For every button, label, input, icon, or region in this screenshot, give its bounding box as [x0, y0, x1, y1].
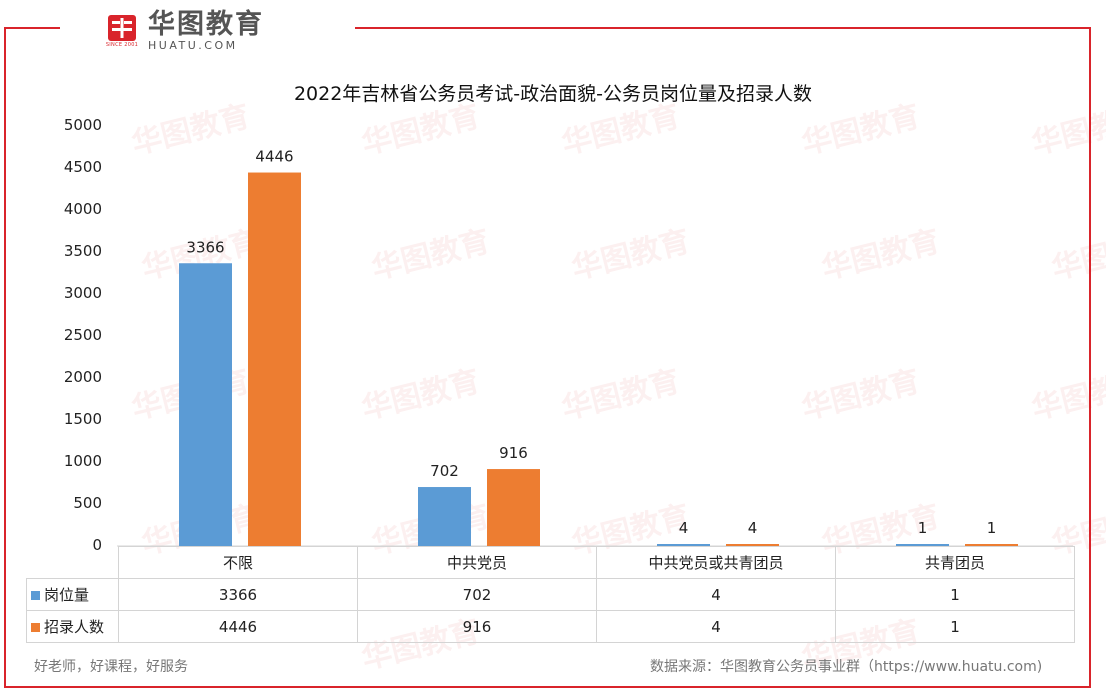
huatu-logo: SINCE 2001 华图教育 HUATU.COM — [100, 7, 272, 55]
huatu-logo-icon: SINCE 2001 — [104, 12, 140, 50]
series-row: 招录人数 4446 916 4 1 — [26, 610, 1075, 643]
table-cell: 4446 — [118, 610, 358, 643]
y-tick-label: 1000 — [63, 452, 102, 470]
data-label: 3366 — [186, 238, 224, 256]
category-label: 共青团员 — [835, 546, 1075, 579]
logo-domain: HUATU.COM — [148, 39, 238, 52]
y-tick-label: 0 — [92, 536, 102, 554]
series-name: 招录人数 — [44, 618, 105, 636]
chart-title: 2022年吉林省公务员考试-政治面貌-公务员岗位量及招录人数 — [293, 83, 813, 105]
bar-positions — [418, 487, 471, 546]
chart-frame — [4, 27, 1091, 688]
data-label: 702 — [430, 462, 459, 480]
category-label: 不限 — [118, 546, 358, 579]
table-cell: 4 — [596, 578, 836, 611]
logo-name: 华图教育 — [148, 9, 264, 40]
data-label: 916 — [499, 444, 528, 462]
category-label: 中共党员 — [357, 546, 597, 579]
data-table: 不限 中共党员 中共党员或共青团员 共青团员 岗位量 3366 702 4 1 招录人数 4446… — [26, 546, 1075, 643]
bar-positions — [657, 544, 710, 546]
y-tick-label: 4000 — [63, 200, 102, 218]
series-row: 岗位量 3366 702 4 1 — [26, 578, 1075, 611]
footer-slogan: 好老师，好课程，好服务 — [34, 659, 188, 675]
data-label: 1 — [987, 519, 997, 537]
legend-swatch — [31, 623, 40, 632]
y-tick-label: 4500 — [63, 158, 102, 176]
bar-positions — [179, 263, 232, 546]
y-tick-label: 2500 — [63, 326, 102, 344]
category-row: 不限 中共党员 中共党员或共青团员 共青团员 — [26, 546, 1075, 579]
y-tick-label: 2000 — [63, 368, 102, 386]
table-cell: 3366 — [118, 578, 358, 611]
bar-recruits — [487, 469, 540, 546]
bar-positions — [896, 544, 949, 546]
y-tick-label: 3500 — [63, 242, 102, 260]
table-cell: 1 — [835, 610, 1075, 643]
legend-entry: 招录人数 — [26, 610, 119, 643]
table-cell: 702 — [357, 578, 597, 611]
footer-source: 数据来源：华图教育公务员事业群（https://www.huatu.com) — [650, 659, 1043, 675]
legend-entry: 岗位量 — [26, 578, 119, 611]
y-tick-label: 1500 — [63, 410, 102, 428]
data-label: 4 — [748, 519, 758, 537]
data-label: 4 — [679, 519, 689, 537]
bar-recruits — [965, 544, 1018, 546]
data-label: 4446 — [255, 148, 293, 166]
category-label: 中共党员或共青团员 — [596, 546, 836, 579]
legend-swatch — [31, 591, 40, 600]
data-label: 1 — [918, 519, 928, 537]
table-cell: 1 — [835, 578, 1075, 611]
bar-recruits — [726, 544, 779, 546]
bar-recruits — [248, 172, 301, 546]
y-tick-label: 5000 — [63, 116, 102, 134]
table-cell: 4 — [596, 610, 836, 643]
y-tick-label: 500 — [73, 494, 102, 512]
logo-since: SINCE 2001 — [105, 41, 139, 48]
table-cell: 916 — [357, 610, 597, 643]
y-tick-label: 3000 — [63, 284, 102, 302]
series-name: 岗位量 — [44, 586, 90, 604]
